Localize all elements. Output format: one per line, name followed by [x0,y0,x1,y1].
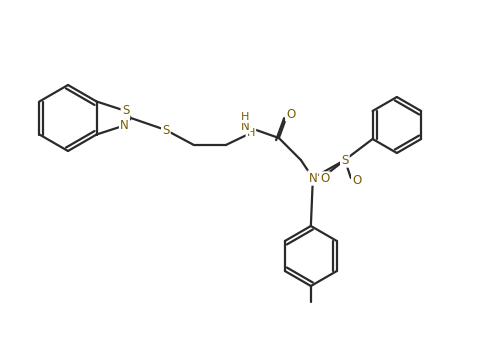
Text: S: S [122,104,129,117]
Text: H: H [247,128,255,138]
Text: O: O [286,107,295,120]
Text: N: N [241,119,249,133]
Text: S: S [341,153,348,167]
Text: N: N [309,171,317,185]
Text: H: H [241,112,249,122]
Text: S: S [162,123,170,136]
Text: O: O [352,174,362,187]
Text: O: O [320,172,330,186]
Text: N: N [120,119,129,132]
